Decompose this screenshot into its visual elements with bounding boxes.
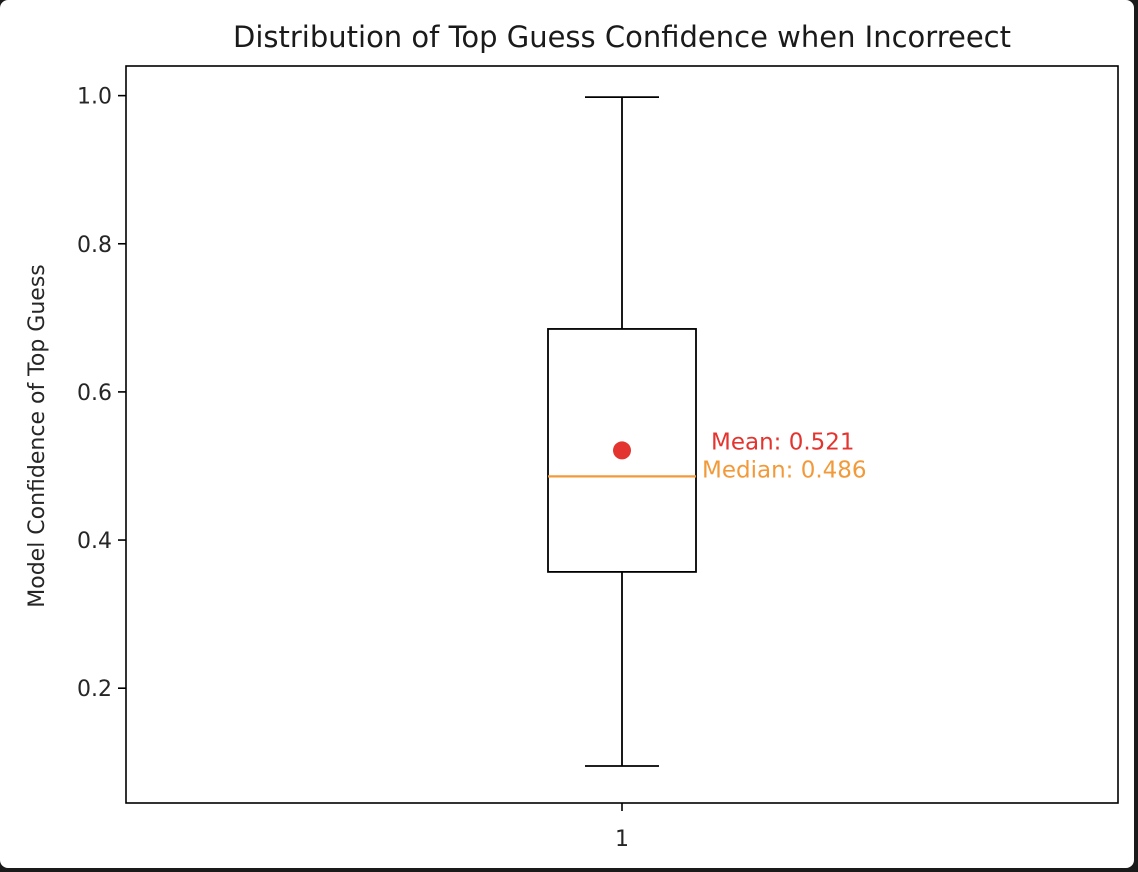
y-tick-label: 1.0 [77, 85, 112, 110]
y-tick-label: 0.4 [77, 529, 112, 554]
y-tick-label: 0.6 [77, 381, 112, 406]
y-tick-label: 0.8 [77, 233, 112, 258]
y-tick-label: 0.2 [77, 677, 112, 702]
x-axis-ticks: 1 [615, 803, 629, 852]
mean-annotation: Mean: 0.521 [711, 429, 855, 455]
interquartile-box [547, 328, 697, 573]
y-axis-label: Model Confidence of Top Guess [25, 264, 50, 608]
median-annotation: Median: 0.486 [702, 457, 867, 483]
x-tick-label: 1 [615, 827, 629, 852]
mean-marker [613, 441, 631, 460]
y-axis-ticks: 0.2 0.4 0.6 0.8 1.0 [77, 85, 126, 702]
chart-title: Distribution of Top Guess Confidence whe… [233, 20, 1011, 54]
